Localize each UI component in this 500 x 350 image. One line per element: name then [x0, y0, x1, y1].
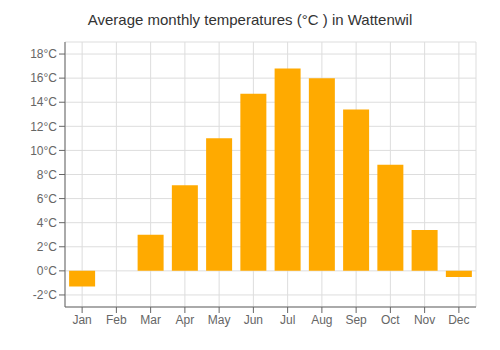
- svg-text:May: May: [208, 313, 231, 327]
- svg-text:4°C: 4°C: [37, 216, 57, 230]
- svg-text:Mar: Mar: [140, 313, 161, 327]
- svg-text:Sep: Sep: [345, 313, 367, 327]
- svg-text:Jul: Jul: [280, 313, 295, 327]
- svg-text:Jun: Jun: [244, 313, 263, 327]
- svg-text:14°C: 14°C: [30, 95, 57, 109]
- svg-text:12°C: 12°C: [30, 120, 57, 134]
- svg-text:10°C: 10°C: [30, 144, 57, 158]
- svg-text:0°C: 0°C: [37, 264, 57, 278]
- svg-text:Apr: Apr: [176, 313, 195, 327]
- svg-text:Feb: Feb: [106, 313, 127, 327]
- svg-text:Aug: Aug: [311, 313, 332, 327]
- svg-text:18°C: 18°C: [30, 47, 57, 61]
- html-text:Average monthly temperatures (: Average monthly temperatures (°C ) in Wa…: [87, 11, 413, 28]
- svg-text:Oct: Oct: [381, 313, 400, 327]
- svg-text:-2°C: -2°C: [33, 288, 57, 302]
- svg-text:Jan: Jan: [72, 313, 91, 327]
- svg-text:6°C: 6°C: [37, 192, 57, 206]
- svg-text:Nov: Nov: [414, 313, 435, 327]
- svg-text:8°C: 8°C: [37, 168, 57, 182]
- svg-text:16°C: 16°C: [30, 71, 57, 85]
- svg-text:2°C: 2°C: [37, 240, 57, 254]
- svg-text:Dec: Dec: [448, 313, 469, 327]
